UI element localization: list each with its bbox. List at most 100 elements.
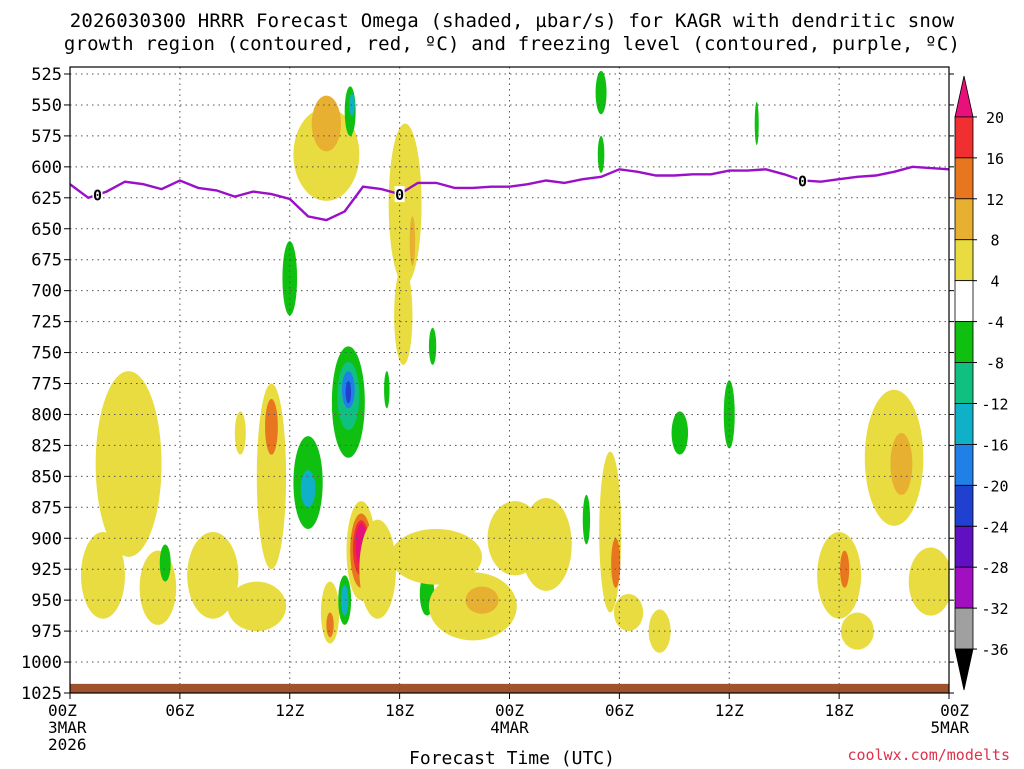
- omega-area-31: [409, 216, 416, 266]
- omega-area-9: [282, 241, 298, 316]
- omega-area-32: [394, 265, 413, 365]
- y-tick-label-875: 875: [31, 498, 62, 518]
- omega-area-14: [320, 581, 340, 644]
- omega-area-17: [337, 361, 360, 430]
- omega-area-50: [817, 532, 862, 619]
- omega-shading: [80, 70, 949, 653]
- x-date-label-48: 5MAR: [930, 718, 969, 737]
- colorbar-label-12: -32: [981, 600, 1008, 618]
- y-axis: 525 550 575 600 625 650 675 700 725 750 775 800 825 8…: [21, 65, 954, 704]
- colorbar-label-7: -12: [981, 395, 1008, 413]
- colorbar-band-1: [954, 116, 974, 159]
- y-tick-label-950: 950: [31, 591, 62, 611]
- y-tick-label-850: 850: [31, 467, 62, 487]
- omega-area-54: [890, 433, 913, 495]
- omega-area-5: [234, 411, 246, 455]
- y-tick-label-525: 525: [31, 65, 62, 85]
- omega-area-33: [428, 327, 437, 365]
- freezing-level-label-1: 0: [395, 186, 404, 204]
- omega-area-12: [293, 108, 360, 201]
- omega-area-45: [613, 593, 644, 632]
- y-tick-label-725: 725: [31, 313, 62, 333]
- omega-area-35: [390, 528, 483, 585]
- chart-title-line-1: 2026030300 HRRR Forecast Omega (shaded, …: [69, 10, 955, 32]
- surface-terrain-band: [70, 683, 949, 693]
- colorbar-label-13: -36: [981, 641, 1008, 659]
- y-tick-label-675: 675: [31, 251, 62, 271]
- x-tick-label-18: 18Z: [385, 701, 414, 720]
- surface-band: [70, 683, 949, 693]
- omega-area-20: [344, 86, 356, 136]
- colorbar-band-4: [954, 239, 974, 282]
- y-tick-label-1025: 1025: [21, 684, 62, 704]
- x-date-label-0: 3MAR: [48, 718, 87, 737]
- omega-area-46: [648, 609, 671, 653]
- plot-frame: [69, 66, 950, 694]
- omega-area-1: [80, 532, 125, 619]
- omega-area-2: [139, 550, 177, 625]
- y-tick-label-600: 600: [31, 158, 62, 178]
- omega-area-48: [723, 380, 735, 449]
- omega-area-15: [326, 612, 334, 638]
- freezing-label-bg-1: [394, 186, 405, 203]
- colorbar-band-9: [954, 443, 974, 486]
- omega-area-23: [341, 584, 349, 616]
- omega-area-8: [265, 398, 278, 455]
- y-tick-label-550: 550: [31, 96, 62, 116]
- freezing-level-line: [70, 165, 949, 222]
- y-tick-label-1000: 1000: [21, 653, 62, 673]
- omega-area-24: [346, 501, 376, 601]
- omega-area-22: [338, 575, 352, 625]
- x-tick-label-36: 12Z: [715, 701, 744, 720]
- x-tick-label-12: 12Z: [275, 701, 304, 720]
- omega-area-36: [428, 572, 517, 641]
- colorbar-label-10: -24: [981, 518, 1008, 536]
- omega-area-34: [419, 572, 435, 616]
- colorbar-label-0: 20: [986, 109, 1004, 127]
- y-tick-label-650: 650: [31, 220, 62, 240]
- colorbar-label-11: -28: [981, 559, 1008, 577]
- y-tick-label-900: 900: [31, 529, 62, 549]
- omega-area-39: [520, 498, 572, 591]
- omega-area-18: [341, 371, 355, 409]
- omega-area-27: [355, 523, 368, 566]
- colorbar-band-3: [954, 198, 974, 241]
- omega-area-25: [350, 513, 373, 588]
- omega-area-51: [840, 550, 850, 588]
- colorbar-band-0: [954, 75, 974, 118]
- omega-area-13: [311, 95, 342, 152]
- omega-area-7: [256, 383, 287, 570]
- colorbar-band-10: [954, 484, 974, 527]
- x-tick-label-42: 18Z: [825, 701, 854, 720]
- omega-area-43: [599, 451, 622, 613]
- omega-area-6: [227, 581, 287, 632]
- omega-area-11: [300, 470, 316, 508]
- colorbar-label-9: -20: [981, 477, 1008, 495]
- omega-area-38: [487, 501, 543, 576]
- omega-area-47: [671, 411, 689, 455]
- x-tick-label-48: 00Z: [940, 701, 969, 720]
- freezing-level-label-2: 0: [798, 172, 807, 190]
- omega-area-40: [582, 494, 591, 545]
- colorbar-band-6: [954, 321, 974, 363]
- y-tick-label-800: 800: [31, 405, 62, 425]
- colorbar-band-8: [954, 403, 974, 445]
- colorbar-label-5: -4: [986, 314, 1004, 332]
- omega-area-21: [349, 93, 355, 117]
- x-tick-label-24: 00Z: [495, 701, 524, 720]
- x-tick-label-0: 00Z: [48, 701, 77, 720]
- colorbar-band-5: [954, 280, 974, 322]
- y-tick-label-700: 700: [31, 282, 62, 302]
- colorbar-band-11: [954, 525, 974, 568]
- omega-area-29: [359, 519, 396, 619]
- omega-area-10: [293, 436, 323, 529]
- omega-area-28: [384, 371, 390, 409]
- y-tick-label-975: 975: [31, 622, 62, 642]
- colorbar-band-7: [954, 362, 974, 404]
- omega-area-55: [908, 547, 949, 616]
- source-credit: coolwx.com/modelts: [847, 746, 1010, 764]
- omega-area-4: [187, 532, 239, 619]
- y-tick-label-775: 775: [31, 375, 62, 395]
- omega-area-37: [465, 586, 499, 614]
